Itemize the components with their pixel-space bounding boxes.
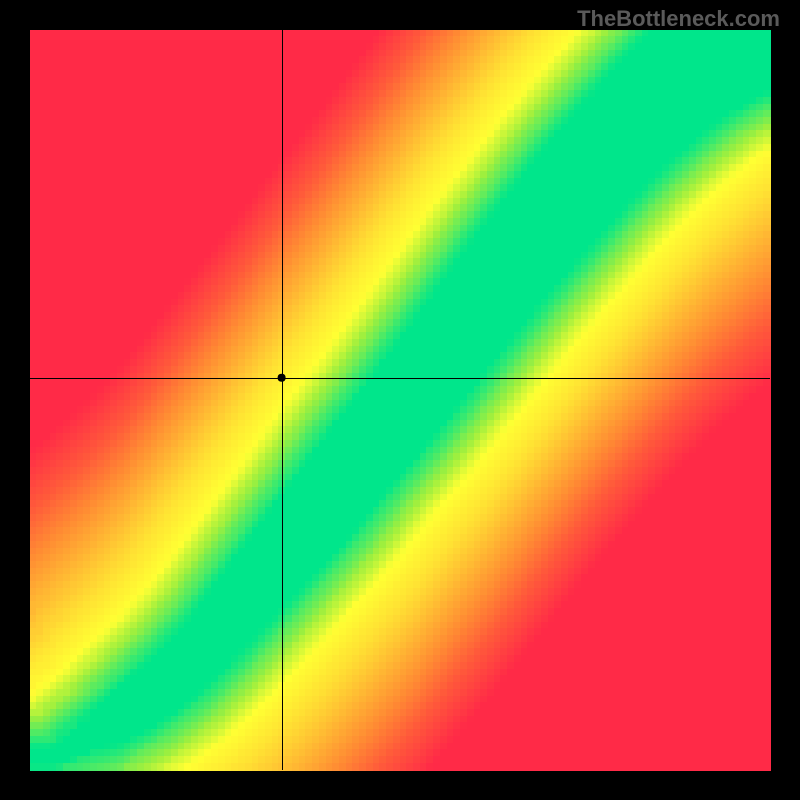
- chart-container: TheBottleneck.com: [0, 0, 800, 800]
- heatmap-chart: [0, 0, 800, 800]
- watermark-text: TheBottleneck.com: [577, 6, 780, 32]
